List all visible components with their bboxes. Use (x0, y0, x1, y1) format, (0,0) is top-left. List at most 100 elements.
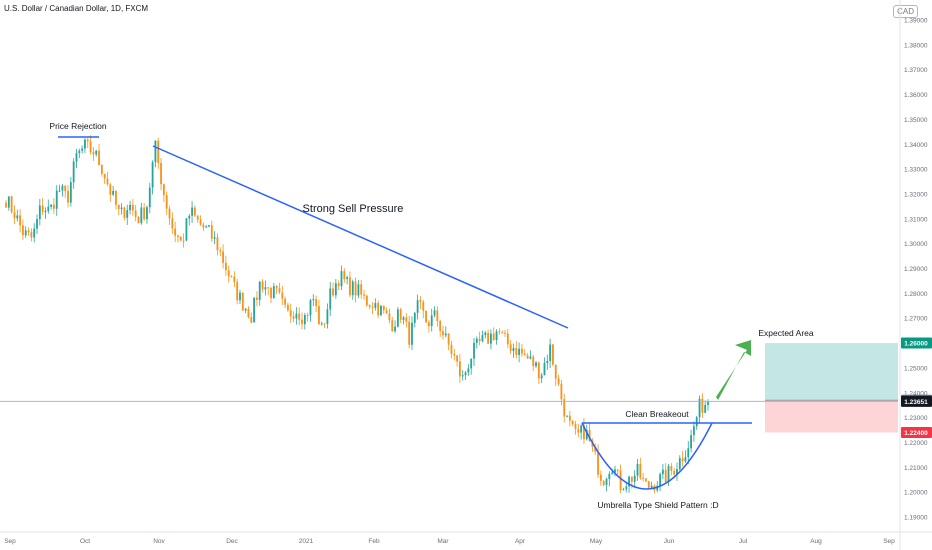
y-tick-label: 1.22000 (904, 440, 928, 447)
candle-body (33, 228, 36, 238)
candle-body (182, 240, 185, 242)
candle-body (461, 375, 464, 377)
y-tick-label: 1.24000 (904, 390, 928, 397)
y-tick-label: 1.23000 (904, 415, 928, 422)
candle-body (75, 153, 78, 162)
candle-body (199, 219, 202, 225)
annotations: Price Rejection Strong Sell Pressure Clean… (49, 121, 813, 510)
candle-body (521, 348, 523, 354)
y-tick-label: 1.33000 (904, 167, 928, 174)
candle-body (137, 216, 140, 224)
candle-body (208, 225, 210, 227)
sell-pressure-trendline (152, 145, 569, 329)
candle-body (140, 207, 143, 224)
drawings (0, 136, 898, 490)
currency-badge[interactable]: CAD (893, 5, 918, 18)
candle-body (701, 398, 704, 413)
candle-body (275, 286, 278, 289)
y-tick-label: 1.20000 (904, 490, 928, 497)
candle-body (154, 140, 157, 163)
candle-body (129, 204, 131, 211)
candle-body (349, 277, 351, 296)
candle-body (633, 475, 636, 482)
candle-body (193, 207, 196, 216)
candle-body (475, 338, 478, 343)
candle-body (53, 204, 55, 209)
candle-body (427, 322, 430, 327)
candle-body (639, 463, 642, 478)
candle-body (394, 326, 396, 332)
candle-body (233, 276, 236, 283)
candle-body (191, 207, 193, 216)
candle-body (278, 288, 281, 293)
candle-body (241, 292, 244, 311)
candle-body (659, 474, 661, 486)
candle-body (625, 486, 628, 490)
candle-body (622, 489, 625, 491)
candle-body (467, 368, 470, 373)
candle-body (546, 360, 549, 364)
expected-arrow (716, 340, 751, 400)
candle-body (557, 378, 560, 384)
candle-body (422, 301, 425, 311)
candle-body (44, 211, 47, 213)
candle-body (312, 299, 315, 301)
candle-body (605, 478, 608, 486)
x-tick-label: Sep (4, 538, 16, 545)
candle-body (371, 306, 374, 308)
candle-body (196, 215, 199, 220)
candle-body (343, 271, 346, 280)
candle-body (202, 224, 205, 228)
candle-body (537, 362, 540, 379)
candle-body (619, 470, 622, 490)
candle-body (571, 420, 574, 424)
candle-body (656, 485, 659, 491)
candle-body (416, 300, 419, 313)
candle-body (628, 476, 630, 487)
price-label: 1.23651 (904, 399, 928, 406)
x-tick-label: Feb (368, 538, 380, 545)
candle-body (549, 344, 552, 361)
y-tick-label: 1.19000 (904, 515, 928, 522)
candle-body (385, 310, 388, 314)
candle-body (380, 305, 382, 316)
candle-body (405, 317, 408, 322)
candle-body (543, 363, 546, 376)
candle-body (219, 250, 222, 252)
candle-body (450, 344, 453, 354)
x-tick-label: Mar (437, 538, 449, 545)
price-label-bg (901, 427, 932, 439)
candle-body (7, 196, 10, 208)
candle-body (162, 184, 165, 196)
candle-body (580, 425, 583, 433)
candle-body (78, 150, 81, 154)
candle-body (301, 319, 303, 325)
candle-body (216, 237, 219, 251)
candle-body (616, 469, 619, 471)
candle-body (439, 320, 442, 332)
candle-body (309, 300, 312, 316)
candle-body (86, 139, 89, 142)
candle-body (594, 446, 597, 452)
candle-body (552, 344, 554, 365)
candle-body (588, 430, 591, 441)
shield-arc (581, 422, 713, 490)
candle-body (157, 140, 160, 163)
candle-body (143, 207, 146, 220)
candle-body (535, 362, 537, 367)
candle-body (337, 283, 340, 287)
candle-body (487, 332, 490, 344)
y-tick-label: 1.34000 (904, 142, 928, 149)
x-tick-label: 2021 (299, 538, 314, 545)
candle-body (303, 315, 306, 325)
candle-body (281, 292, 284, 299)
candle-body (315, 299, 318, 307)
candle-body (698, 398, 701, 418)
candle-body (529, 356, 532, 359)
candle-body (98, 150, 100, 166)
candle-body (222, 251, 225, 263)
candle-body (402, 317, 405, 320)
long-position-tool (765, 343, 898, 433)
candle-body (267, 287, 270, 289)
